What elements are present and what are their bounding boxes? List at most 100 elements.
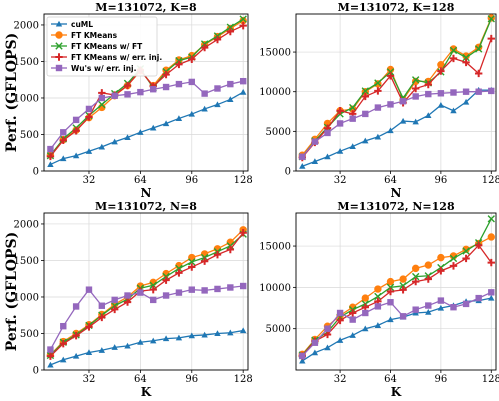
data-point: [124, 342, 131, 349]
grid: [296, 213, 496, 370]
data-point: [311, 339, 319, 346]
series-ft-kmeans-w-err-inj: [298, 34, 495, 162]
data-point: [386, 283, 395, 292]
data-point: [336, 107, 344, 115]
data-point: [213, 35, 222, 44]
data-point: [374, 322, 382, 328]
data-point: [412, 118, 419, 125]
data-point: [450, 304, 457, 311]
y-tick-label: 500: [20, 329, 39, 340]
data-point: [226, 23, 235, 31]
data-point: [201, 90, 208, 97]
subplot-title: M=131072, K=128: [338, 1, 455, 14]
data-point: [60, 129, 67, 136]
data-point: [412, 306, 419, 313]
data-point: [362, 325, 369, 332]
data-point: [361, 303, 369, 311]
data-point: [411, 272, 420, 281]
data-point: [213, 250, 222, 259]
data-point: [475, 294, 482, 302]
subplot-title: M=131072, N=8: [95, 200, 197, 213]
data-point: [47, 346, 54, 353]
x-tick-label: 32: [334, 374, 347, 385]
series-wu-s-w-err-inj: [299, 87, 495, 160]
series-line: [50, 329, 244, 366]
data-point: [162, 335, 170, 342]
data-point: [399, 286, 407, 294]
data-point: [162, 292, 170, 299]
data-point: [299, 163, 306, 169]
data-point: [85, 148, 93, 154]
data-point: [239, 327, 247, 334]
y-tick-label: 10000: [259, 87, 291, 98]
legend-marker: [55, 64, 63, 72]
data-point: [449, 46, 458, 55]
data-point: [227, 284, 234, 291]
data-point: [85, 105, 93, 113]
data-point: [98, 313, 106, 322]
data-point: [200, 257, 209, 265]
data-point: [336, 147, 344, 154]
data-point: [437, 253, 445, 262]
data-point: [201, 331, 208, 338]
data-point: [450, 107, 457, 114]
series-line: [49, 232, 244, 357]
data-point: [424, 275, 432, 283]
data-point: [188, 263, 196, 271]
data-point: [60, 322, 67, 330]
data-point: [336, 120, 344, 127]
data-point: [488, 87, 495, 95]
data-point: [299, 357, 306, 364]
data-point: [85, 113, 93, 121]
data-point: [336, 316, 344, 325]
data-point: [175, 264, 183, 273]
data-point: [47, 161, 54, 167]
x-tick-label: 64: [134, 374, 147, 385]
data-point: [462, 53, 470, 62]
data-point: [411, 277, 420, 286]
x-tick-label: 96: [185, 175, 198, 186]
series-line: [301, 18, 492, 158]
data-point: [239, 21, 247, 30]
data-point: [437, 90, 445, 97]
data-point: [487, 233, 495, 241]
data-point: [111, 296, 118, 304]
data-point: [200, 43, 209, 52]
data-point: [137, 129, 144, 135]
data-point: [387, 127, 394, 134]
x-tick-label: 96: [435, 374, 448, 385]
data-point: [324, 153, 331, 160]
data-point: [449, 45, 458, 53]
data-point: [47, 361, 54, 368]
data-point: [449, 262, 458, 270]
data-point: [98, 143, 106, 150]
legend-marker: [55, 31, 63, 39]
data-point: [399, 313, 407, 320]
data-point: [450, 89, 457, 96]
y-tick-label: 0: [33, 167, 39, 178]
y-tick-label: 15000: [259, 242, 291, 253]
series-line: [49, 229, 244, 356]
data-point: [299, 352, 306, 360]
data-point: [488, 294, 495, 301]
data-point: [462, 98, 470, 105]
series-ft-kmeans-w-ft: [46, 230, 247, 360]
y-tick-label: 1500: [14, 256, 39, 267]
data-point: [412, 93, 419, 100]
series-wu-s-w-err-inj: [299, 289, 495, 360]
x-tick-label: 64: [384, 175, 397, 186]
data-point: [437, 304, 445, 311]
data-point: [349, 115, 356, 122]
data-point: [110, 305, 119, 314]
data-point: [137, 88, 144, 96]
data-point: [323, 330, 332, 339]
subplot-1: 32 64 96 128 0 500 1000 1500 2000 M=131072, K=8 N P…: [4, 1, 253, 200]
data-point: [386, 72, 395, 80]
axes-frame: [295, 13, 497, 172]
data-point: [361, 294, 369, 302]
data-point: [437, 267, 445, 275]
data-point: [47, 145, 54, 153]
data-point: [462, 300, 470, 308]
y-axis-label: Perf. (GFLOPS): [4, 232, 20, 352]
data-point: [239, 77, 247, 85]
